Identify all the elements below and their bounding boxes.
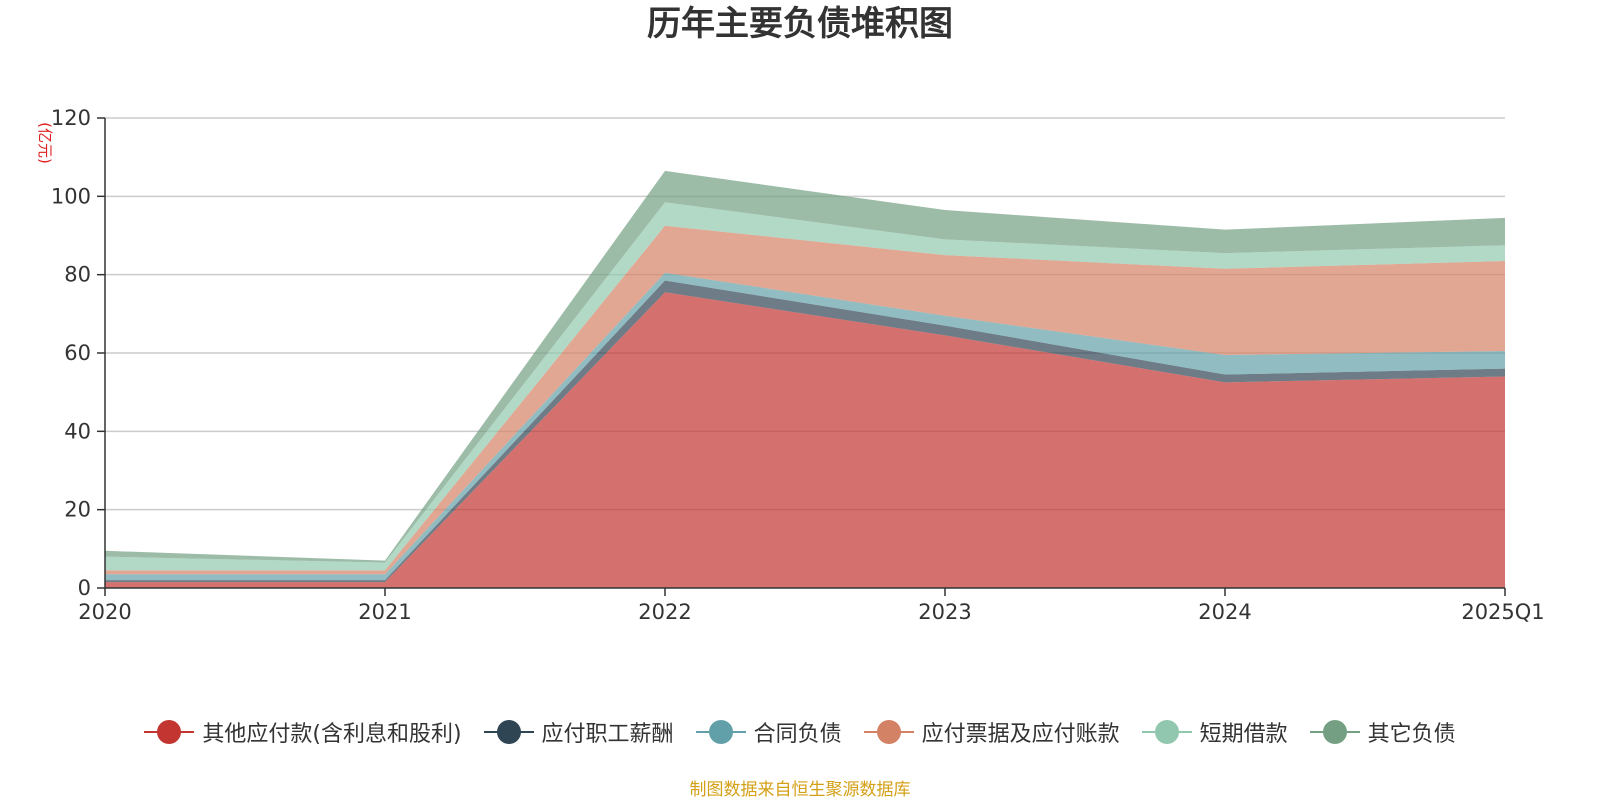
legend-item[interactable]: 合同负债 [695, 716, 842, 748]
chart-title: 历年主要负债堆积图 [647, 4, 953, 44]
legend-item[interactable]: 应付职工薪酬 [483, 716, 674, 748]
legend-label: 应付票据及应付账款 [921, 722, 1120, 747]
area-layer [105, 170, 1505, 588]
area-series-3[interactable] [105, 272, 1505, 581]
legend-marker-icon [695, 720, 746, 744]
legend-label: 其它负债 [1367, 722, 1456, 747]
area-series-1[interactable] [105, 292, 1505, 588]
legend-item[interactable]: 短期借款 [1141, 716, 1288, 748]
x-tick-label: 2023 [918, 600, 971, 624]
area-series-6[interactable] [105, 170, 1505, 563]
legend-marker-icon [1309, 720, 1360, 744]
area-series-5[interactable] [105, 202, 1505, 571]
legend-marker-icon [144, 720, 195, 744]
legend-item[interactable]: 应付票据及应付账款 [863, 716, 1120, 748]
legend-label: 短期借款 [1199, 722, 1288, 747]
y-tick-label: 20 [64, 498, 91, 522]
x-tick-label: 2024 [1198, 600, 1251, 624]
area-series-4[interactable] [105, 225, 1505, 575]
legend-label: 其他应付款(含利息和股利) [202, 722, 462, 747]
axis-layer: 0 20 40 60 80 100 120 2020 2021 2022 2023 2024 2025Q… [51, 106, 1545, 624]
legend-item[interactable]: 其他应付款(含利息和股利) [144, 716, 462, 748]
y-tick-label: 100 [51, 184, 91, 208]
y-tick-label: 0 [78, 576, 91, 600]
y-tick-label: 60 [64, 341, 91, 365]
area-series-2[interactable] [105, 280, 1505, 583]
y-tick-label: 120 [51, 106, 91, 130]
legend-label: 合同负债 [753, 722, 842, 747]
y-axis-unit-label: (亿元) [36, 122, 54, 164]
x-tick-label: 2020 [78, 600, 131, 624]
legend-label: 应付职工薪酬 [541, 722, 674, 747]
x-tick-label: 2025Q1 [1461, 600, 1544, 624]
y-tick-label: 40 [64, 419, 91, 443]
source-note: 制图数据来自恒生聚源数据库 [689, 780, 911, 800]
legend-marker-icon [483, 720, 534, 744]
legend-item[interactable]: 其它负债 [1309, 716, 1456, 748]
x-tick-label: 2021 [358, 600, 411, 624]
y-tick-label: 80 [64, 263, 91, 287]
legend-marker-icon [863, 720, 914, 744]
legend: 其他应付款(含利息和股利) 应付职工薪酬 合同负债 应付票据及应付账款 短期借款 其它负债 [0, 716, 1600, 748]
x-tick-label: 2022 [638, 600, 691, 624]
legend-marker-icon [1141, 720, 1192, 744]
